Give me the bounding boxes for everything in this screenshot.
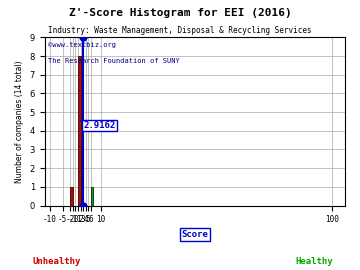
Text: 2.9162: 2.9162: [83, 121, 115, 130]
Text: Unhealthy: Unhealthy: [32, 257, 81, 266]
Text: ©www.textbiz.org: ©www.textbiz.org: [48, 42, 116, 48]
Text: The Research Foundation of SUNY: The Research Foundation of SUNY: [48, 58, 179, 63]
Bar: [78, 56, 81, 205]
Y-axis label: Number of companies (14 total): Number of companies (14 total): [15, 60, 24, 183]
X-axis label: Score: Score: [181, 230, 208, 239]
Text: Z'-Score Histogram for EEI (2016): Z'-Score Histogram for EEI (2016): [69, 8, 291, 18]
Bar: [91, 187, 94, 205]
Bar: [70, 187, 73, 205]
Bar: [81, 150, 83, 205]
Text: Healthy: Healthy: [295, 257, 333, 266]
Text: Industry: Waste Management, Disposal & Recycling Services: Industry: Waste Management, Disposal & R…: [48, 26, 312, 35]
